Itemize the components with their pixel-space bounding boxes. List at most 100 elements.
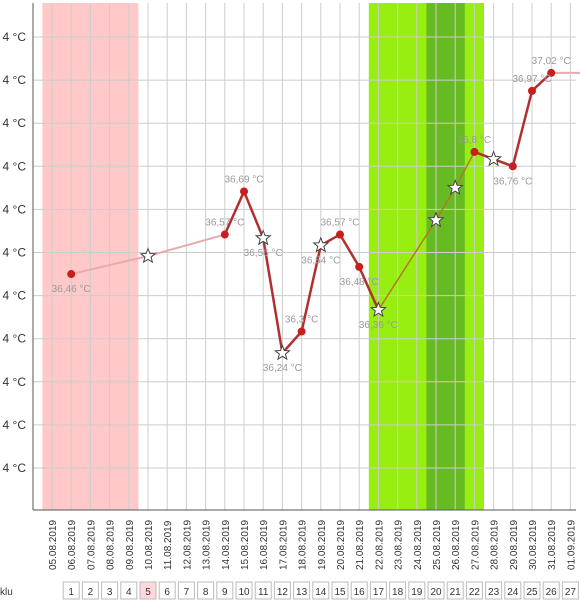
cycle-day-cell [446, 581, 464, 600]
series-segment [511, 90, 534, 167]
cycle-day-label: 26 [546, 587, 558, 598]
cycle-day-cell [254, 581, 272, 600]
interpolated-point-star [446, 178, 464, 196]
cycle-day-label: 24 [507, 587, 519, 598]
cycle-day-cell [312, 581, 330, 600]
cycle-day-label: 21 [450, 587, 462, 598]
point-label: 36,76 °C [493, 176, 532, 187]
x-tick-label: 26.08.2019 [451, 520, 462, 570]
cycle-day-label: 9 [222, 587, 228, 598]
y-tick-label: 4 °C [3, 375, 27, 389]
series-segment [454, 151, 476, 189]
cycle-day-cell [427, 581, 445, 600]
series-segment [281, 330, 303, 354]
x-tick-label: 31.08.2019 [547, 520, 558, 570]
y-tick-label: 4 °C [3, 202, 27, 216]
cycle-day-cell [389, 581, 407, 600]
x-tick-label: 05.08.2019 [48, 520, 59, 570]
x-tick-label: 16.08.2019 [259, 520, 270, 570]
interpolated-point-star [273, 344, 291, 361]
data-point [470, 147, 479, 156]
cycle-day-label: 8 [203, 587, 209, 598]
cycle-day-cell [504, 581, 522, 600]
y-tick-label: 4 °C [3, 418, 27, 432]
point-label: 36,69 °C [224, 174, 263, 185]
cycle-day-label: 18 [392, 587, 404, 598]
point-label: 36,3 °C [285, 315, 318, 326]
series-segment [147, 233, 226, 258]
point-label: 36,57 °C [320, 218, 359, 229]
cycle-day-label: 12 [277, 587, 289, 598]
x-tick-label: 23.08.2019 [394, 520, 405, 570]
series-segment [300, 245, 323, 332]
point-label: 36,36 °C [359, 320, 398, 331]
x-tick-labels: 05.08.2019 06.08.2019 07.08.2019 08.08.2019… [48, 520, 577, 570]
point-label: 36,97 °C [512, 74, 551, 85]
data-point [508, 162, 517, 171]
series-segment [223, 190, 246, 236]
x-tick-label: 06.08.2019 [67, 520, 78, 570]
cycle-day-label: 11 [258, 587, 269, 598]
data-point [547, 68, 556, 77]
cycle-day-cell [369, 581, 387, 600]
x-tick-label: 15.08.2019 [240, 520, 251, 570]
series-segment [242, 190, 265, 239]
cycle-day-label: 7 [184, 587, 190, 598]
cycle-day-cell [177, 581, 195, 600]
y-tick-label: 4 °C [3, 461, 27, 475]
cycle-day-row: klu 1 2 3 4 5 6 7 8 9 10 11 12 13 14 15 16 17 18 19 20 21 22 23… [0, 581, 579, 600]
cycle-day-cell [158, 581, 176, 600]
data-point [240, 187, 248, 196]
data-point [336, 230, 344, 239]
y-tick-labels: 4 °C 4 °C 4 °C 4 °C 4 °C 4 °C 4 °C 4 °C 4 °C 4 °C… [3, 30, 27, 475]
x-tick-label: 22.08.2019 [374, 520, 385, 570]
cycle-day-label: 25 [526, 587, 538, 598]
cycle-day-cell [465, 581, 483, 600]
cycle-day-cell [523, 581, 541, 600]
cycle-day-cell [235, 581, 253, 600]
x-tick-label: 21.08.2019 [355, 520, 366, 570]
cycle-day-cell [101, 581, 119, 600]
band-2 [426, 3, 465, 510]
cycle-day-cell [293, 581, 311, 600]
cycle-day-label: 6 [164, 587, 170, 598]
cycle-day-cell [62, 581, 80, 600]
x-tick-label: 01.09.2019 [566, 520, 577, 570]
x-tick-label: 17.08.2019 [278, 520, 289, 570]
x-tick-label: 30.08.2019 [528, 520, 539, 570]
data-point [67, 270, 76, 279]
x-tick-label: 12.08.2019 [182, 520, 193, 570]
series-segment [531, 72, 553, 92]
temperature-series [67, 68, 580, 361]
point-label: 36,8 °C [458, 135, 491, 146]
cycle-day-cell [561, 581, 579, 600]
y-tick-label: 4 °C [3, 289, 27, 303]
cycle-day-label: 14 [315, 587, 327, 598]
series-segment [261, 237, 284, 354]
cycle-day-label: 15 [334, 587, 346, 598]
cycle-day-cell [216, 581, 234, 600]
cycle-day-cell [485, 581, 503, 600]
data-point [528, 86, 536, 95]
cycle-day-label: 27 [565, 587, 577, 598]
data-point [355, 262, 364, 271]
cycle-day-cell [350, 581, 368, 600]
cycle-day-label: 10 [238, 587, 250, 598]
cycle-day-cell [120, 581, 138, 600]
series-segment [70, 255, 149, 276]
cycle-day-cell [331, 581, 349, 600]
point-labels: 36,46 °C 36,57 °C 36,69 °C 36,56 °C 36,24 °C… [52, 56, 571, 374]
series-segment [338, 233, 361, 268]
x-tick-label: 18.08.2019 [298, 520, 309, 570]
x-tick-label: 08.08.2019 [106, 520, 117, 570]
cycle-day-label: 1 [68, 587, 74, 598]
point-label: 36,56 °C [244, 248, 283, 259]
point-label: 36,24 °C [263, 363, 302, 374]
x-tick-label: 25.08.2019 [432, 520, 443, 570]
data-point [220, 230, 229, 239]
grid-lines [33, 3, 576, 510]
cycle-day-label: 22 [469, 587, 481, 598]
x-tick-label: 27.08.2019 [470, 520, 481, 570]
y-tick-label: 4 °C [3, 332, 27, 346]
